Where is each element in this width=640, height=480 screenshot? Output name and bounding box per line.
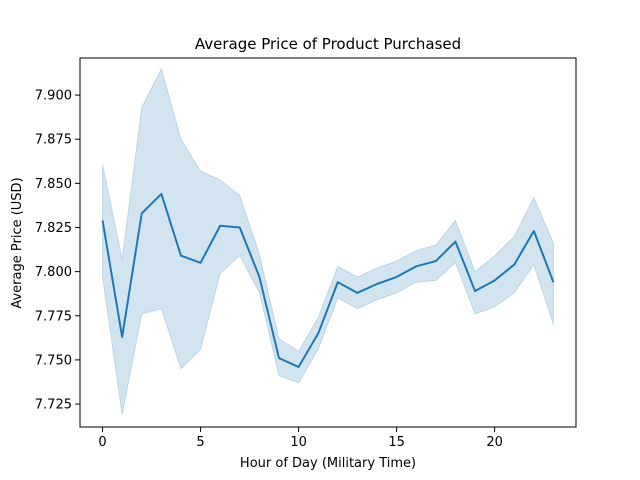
x-tick-label: 0: [98, 435, 106, 450]
x-tick-label: 15: [388, 435, 405, 450]
chart-title: Average Price of Product Purchased: [195, 35, 461, 53]
y-axis-label: Average Price (USD): [10, 177, 25, 308]
x-tick-label: 10: [290, 435, 307, 450]
y-tick-label: 7.825: [35, 221, 72, 236]
x-tick-label: 5: [196, 435, 204, 450]
y-tick-label: 7.900: [35, 89, 72, 104]
series-line: [101, 192, 555, 368]
confidence-band: [102, 67, 554, 415]
x-tick-label: 20: [486, 435, 503, 450]
x-axis-label: Hour of Day (Military Time): [240, 456, 416, 471]
y-tick-label: 7.875: [35, 133, 72, 148]
y-tick-label: 7.850: [35, 177, 72, 192]
plot-area-frame: [79, 57, 577, 428]
y-tick-label: 7.725: [35, 398, 72, 413]
y-tick-label: 7.800: [35, 265, 72, 280]
y-tick-label: 7.750: [35, 353, 72, 368]
y-tick-label: 7.775: [35, 309, 72, 324]
